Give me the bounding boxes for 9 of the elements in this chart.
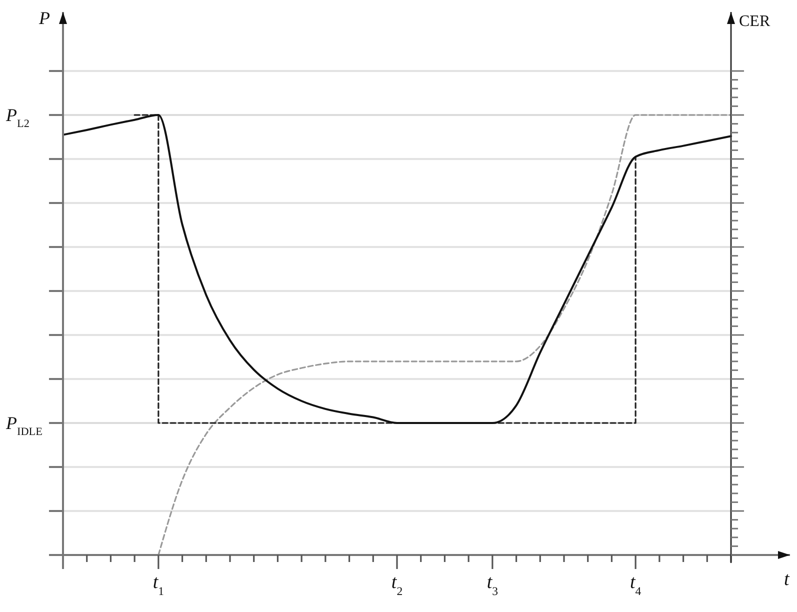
ref-line-label: P$_{IDLE}$ bbox=[5, 413, 43, 438]
ref-line-label: P$_{L2}$ bbox=[5, 105, 30, 130]
x-tick-label: t$_{4}$ bbox=[630, 572, 642, 598]
x-tick-label: t$_{1}$ bbox=[152, 572, 164, 598]
x-tick-label: t$_{2}$ bbox=[391, 572, 403, 598]
x-axis-title: t bbox=[784, 569, 790, 590]
y-axis-title: P bbox=[38, 8, 50, 28]
x-tick-label: t$_{3}$ bbox=[486, 572, 498, 598]
text: CER bbox=[739, 13, 770, 30]
